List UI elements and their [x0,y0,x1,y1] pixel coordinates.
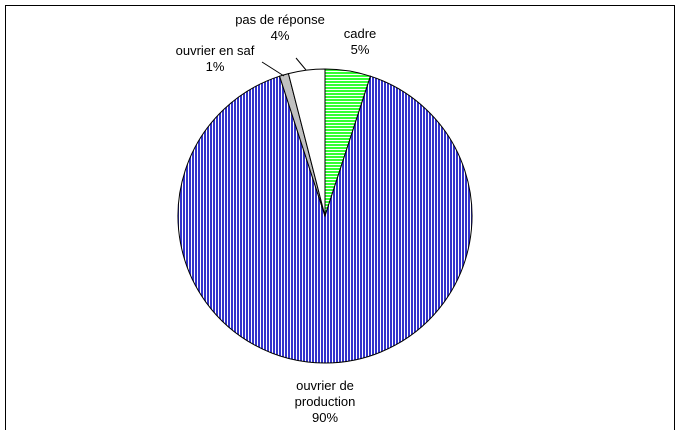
slice-category: pas de réponse [235,12,325,27]
slice-label: cadre 5% [335,26,385,58]
slice-label: pas de réponse 4% [215,12,345,44]
slice-label: ouvrier de production 90% [265,378,385,426]
slice-value: 5% [350,42,370,57]
slice-label: ouvrier en saf 1% [160,43,270,75]
slice-value: 4% [270,28,290,43]
pie-slice [287,68,326,217]
slice-category: ouvrier en saf [175,43,255,58]
leader-line [295,57,307,71]
leader-line [261,61,285,77]
slice-value: 1% [205,59,225,74]
pie-slice [177,75,473,364]
slice-value: 90% [311,410,339,425]
chart-frame [5,5,675,430]
slice-category: cadre [343,26,377,41]
slice-category: ouvrier de production [294,378,356,409]
